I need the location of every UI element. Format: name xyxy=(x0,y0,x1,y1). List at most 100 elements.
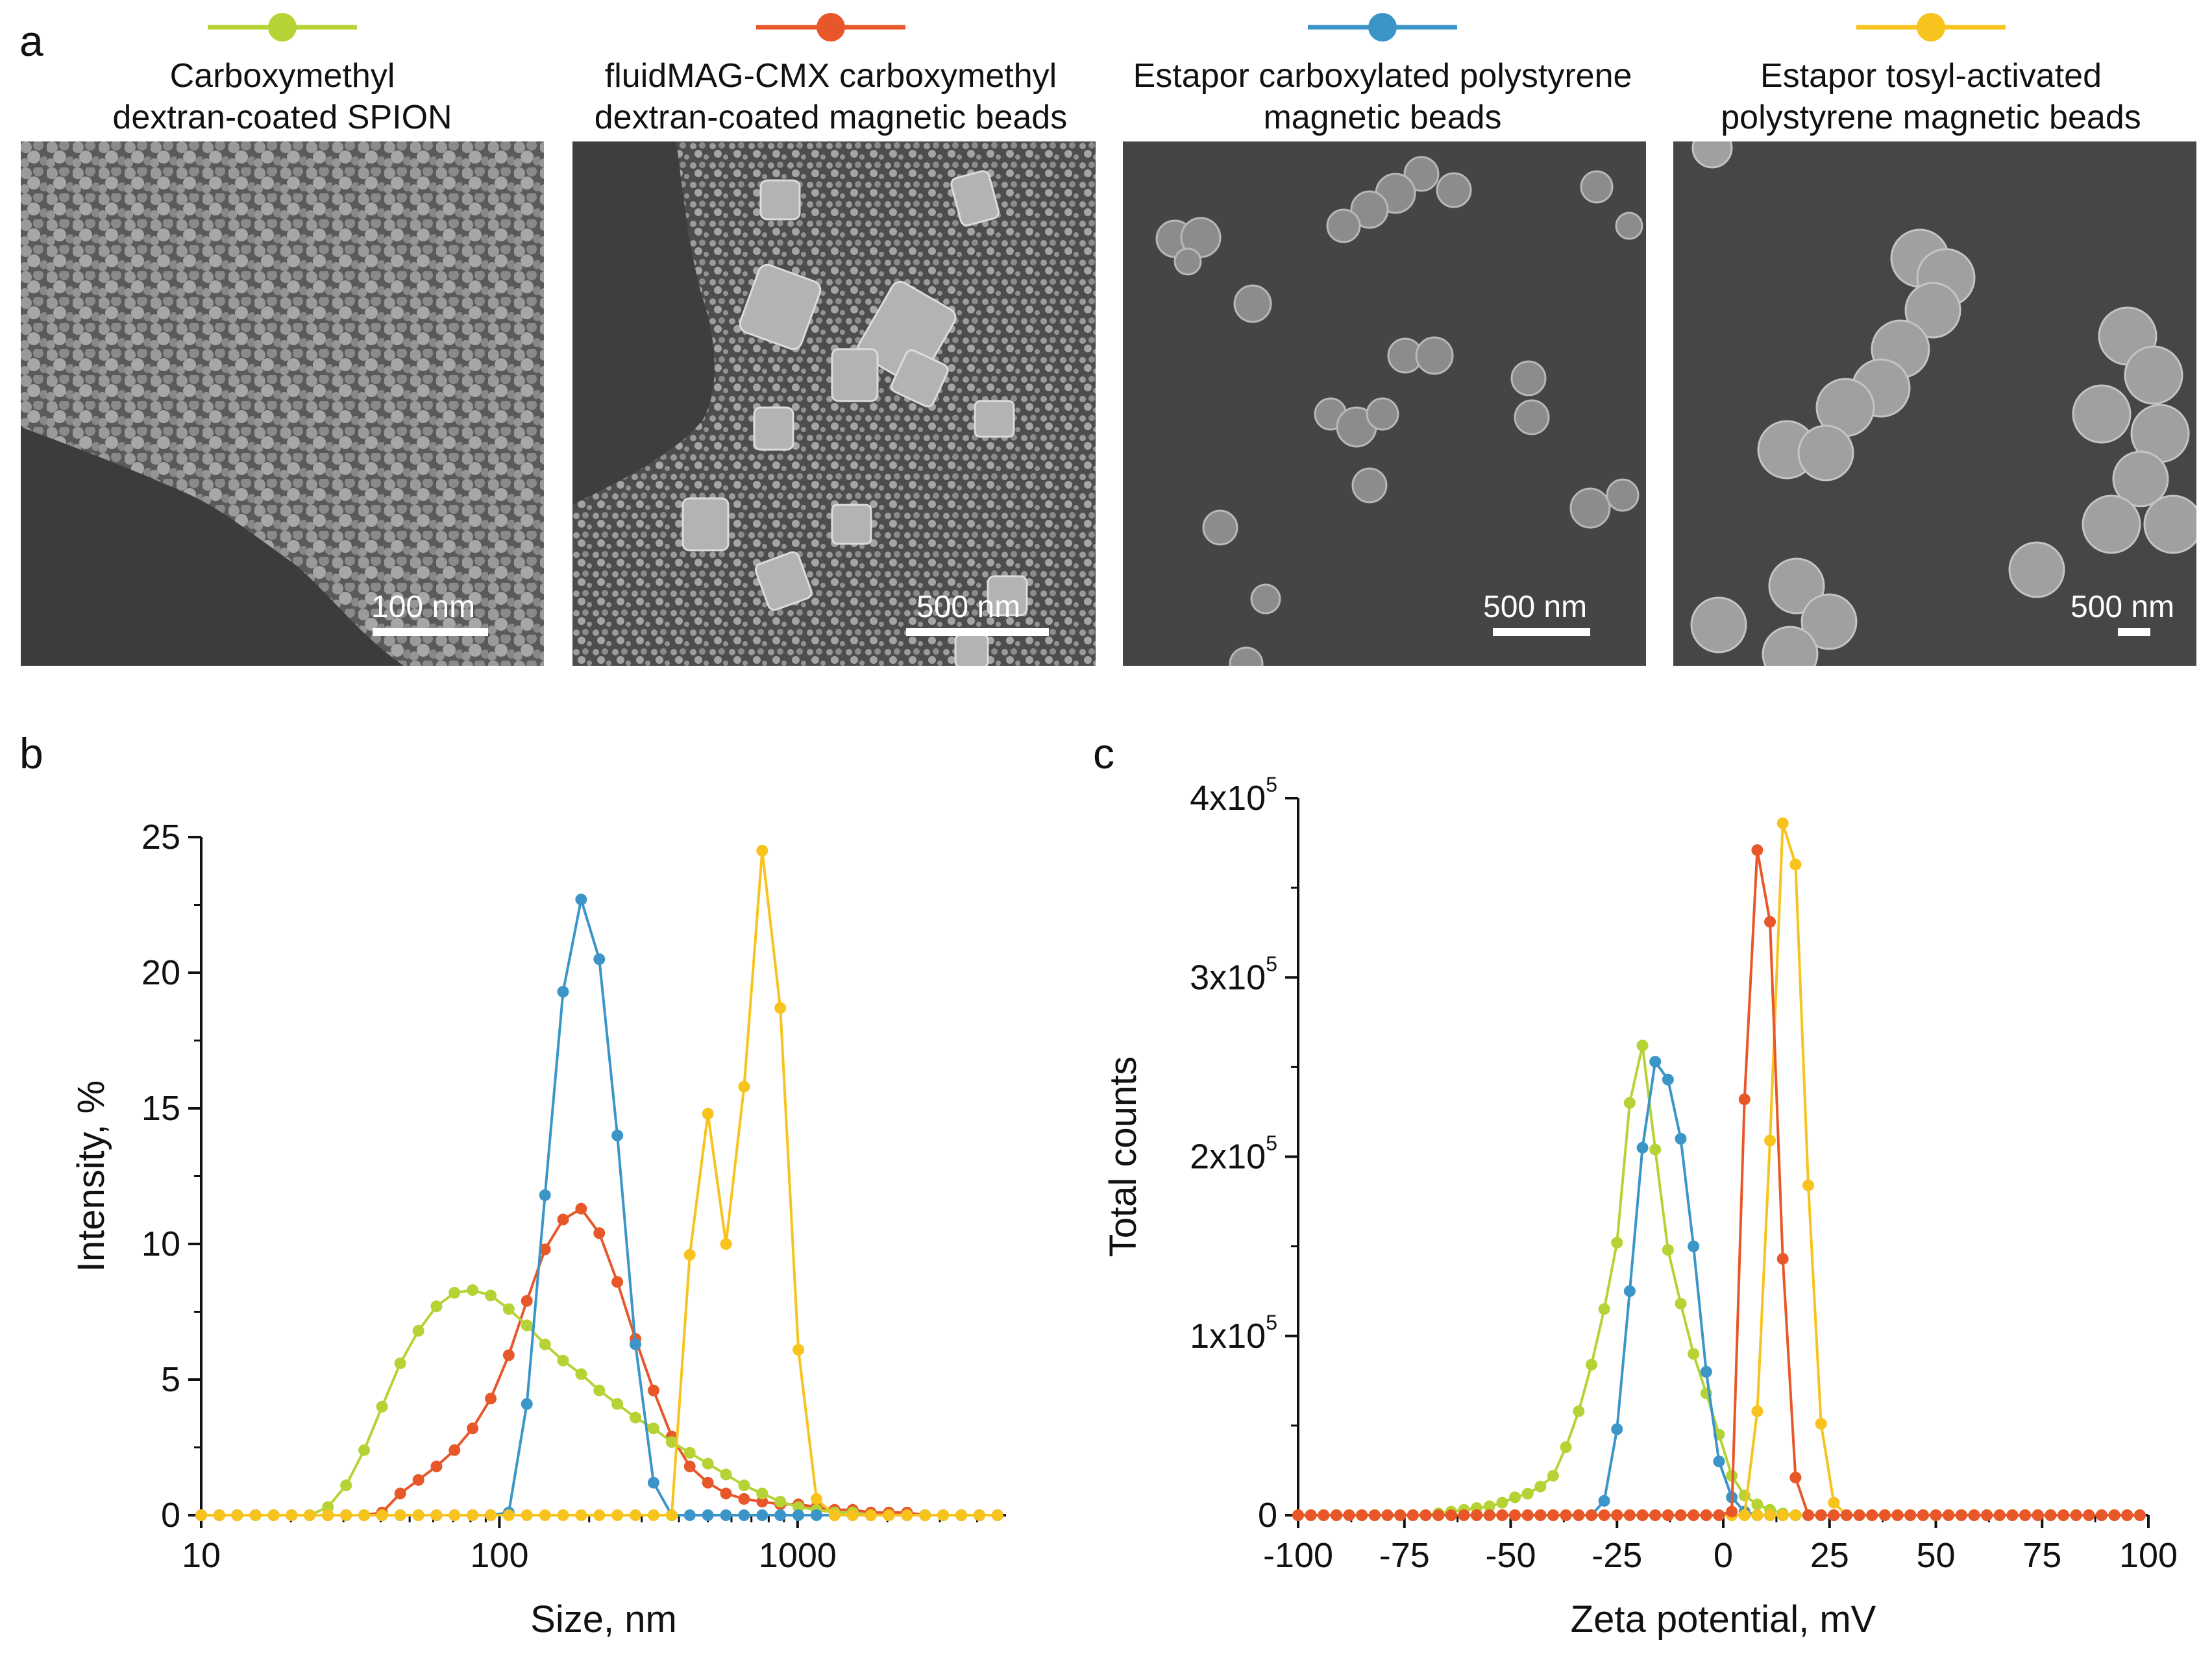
x-tick-label: 25 xyxy=(1810,1536,1849,1575)
sem-image-carboxylated: 500 nm xyxy=(1123,141,1646,666)
data-point xyxy=(1649,1056,1662,1068)
sem-image-tosyl: 500 nm xyxy=(1673,141,2196,666)
data-point xyxy=(1509,1491,1521,1504)
data-point xyxy=(1968,1509,1980,1521)
data-point xyxy=(1751,844,1763,857)
data-point xyxy=(1840,1509,1852,1521)
data-point xyxy=(1305,1509,1317,1521)
data-point xyxy=(702,1457,714,1470)
data-point xyxy=(683,1460,696,1472)
data-point xyxy=(267,1509,280,1521)
data-point xyxy=(1573,1405,1585,1417)
data-point xyxy=(756,1509,768,1521)
data-point xyxy=(1534,1509,1547,1521)
data-point xyxy=(1534,1480,1547,1492)
series-line xyxy=(1298,1044,2140,1517)
data-point xyxy=(1688,1509,1700,1521)
data-point xyxy=(738,1509,750,1521)
scale-bar xyxy=(906,628,1049,636)
data-point xyxy=(1789,859,1802,871)
data-point xyxy=(340,1509,352,1521)
data-point xyxy=(756,844,768,857)
y-tick-base: 4x10 xyxy=(1190,779,1266,818)
data-point xyxy=(394,1487,406,1500)
data-point xyxy=(575,1368,587,1380)
data-point xyxy=(611,1398,624,1410)
data-point xyxy=(793,1509,805,1521)
x-tick-label: 1000 xyxy=(759,1536,837,1575)
data-point xyxy=(1955,1509,1967,1521)
x-tick-label: 100 xyxy=(2119,1536,2178,1575)
data-point xyxy=(1547,1470,1559,1482)
data-point xyxy=(738,1080,750,1093)
series xyxy=(1292,1056,2146,1521)
y-tick-label: 0 xyxy=(161,1496,180,1535)
data-point xyxy=(774,1002,787,1014)
panel-label-c: c xyxy=(1093,729,1114,777)
legend-title: Carboxymethyl dextran-coated SPION xyxy=(16,55,548,138)
data-point xyxy=(1981,1509,1993,1521)
data-point xyxy=(449,1509,461,1521)
data-point xyxy=(1573,1509,1585,1521)
data-point xyxy=(2006,1509,2019,1521)
data-point xyxy=(1623,1097,1636,1109)
data-point xyxy=(1700,1509,1712,1521)
data-point xyxy=(557,986,569,998)
legend-title: fluidMAG-CMX carboxymethyl dextran-coated… xyxy=(565,55,1097,138)
data-point xyxy=(1318,1509,1330,1521)
data-point xyxy=(1828,1496,1840,1509)
data-point xyxy=(412,1474,424,1486)
data-point xyxy=(1381,1509,1394,1521)
data-point xyxy=(1611,1509,1623,1521)
data-point xyxy=(1738,1509,1751,1521)
x-axis-label: Size, nm xyxy=(530,1598,677,1640)
series xyxy=(1292,844,2146,1521)
legend-swatch xyxy=(1308,13,1457,42)
data-point xyxy=(1802,1179,1814,1191)
data-point xyxy=(539,1338,551,1350)
data-point xyxy=(630,1338,642,1350)
data-point xyxy=(630,1411,642,1424)
data-point xyxy=(738,1480,750,1492)
data-point xyxy=(1509,1509,1521,1521)
y-tick-base: 1x10 xyxy=(1190,1317,1266,1356)
data-point xyxy=(720,1509,732,1521)
y-tick-exponent: 5 xyxy=(1266,773,1277,796)
data-point xyxy=(485,1289,497,1302)
data-point xyxy=(1560,1509,1572,1521)
data-point xyxy=(304,1509,316,1521)
data-point xyxy=(665,1509,678,1521)
legend-entry: fluidMAG-CMX carboxymethyl dextran-coated… xyxy=(565,0,1097,138)
series xyxy=(1292,817,2146,1521)
data-point xyxy=(2032,1509,2044,1521)
data-point xyxy=(467,1422,479,1435)
legend-title-line: Estapor tosyl-activated xyxy=(1760,57,2102,95)
data-point xyxy=(449,1444,461,1456)
legend-title: Estapor carboxylated polystyrene magnetic… xyxy=(1116,55,1649,138)
y-tick-base: 2x10 xyxy=(1190,1138,1266,1176)
scale-label: 500 nm xyxy=(916,590,1021,624)
data-point xyxy=(539,1243,551,1256)
data-point xyxy=(1649,1509,1662,1521)
data-point xyxy=(810,1509,822,1521)
data-point xyxy=(683,1249,696,1261)
panel-label-a: a xyxy=(19,17,43,65)
data-point xyxy=(485,1393,497,1405)
data-point xyxy=(1675,1298,1687,1310)
data-point xyxy=(1560,1441,1572,1454)
data-point xyxy=(1547,1509,1559,1521)
data-point xyxy=(1521,1509,1534,1521)
y-tick-label: 5 xyxy=(161,1360,180,1399)
data-point xyxy=(1458,1509,1470,1521)
scale-bar xyxy=(1493,628,1590,636)
data-point xyxy=(2045,1509,2057,1521)
data-point xyxy=(2133,1509,2146,1521)
y-tick-exponent: 5 xyxy=(1266,1311,1277,1334)
data-point xyxy=(539,1189,551,1201)
data-point xyxy=(322,1509,334,1521)
legend-entry: Estapor tosyl-activated polystyrene magne… xyxy=(1665,0,2197,138)
series-line xyxy=(201,1289,998,1517)
data-point xyxy=(720,1238,732,1250)
data-point xyxy=(720,1487,732,1500)
data-point xyxy=(665,1436,678,1448)
